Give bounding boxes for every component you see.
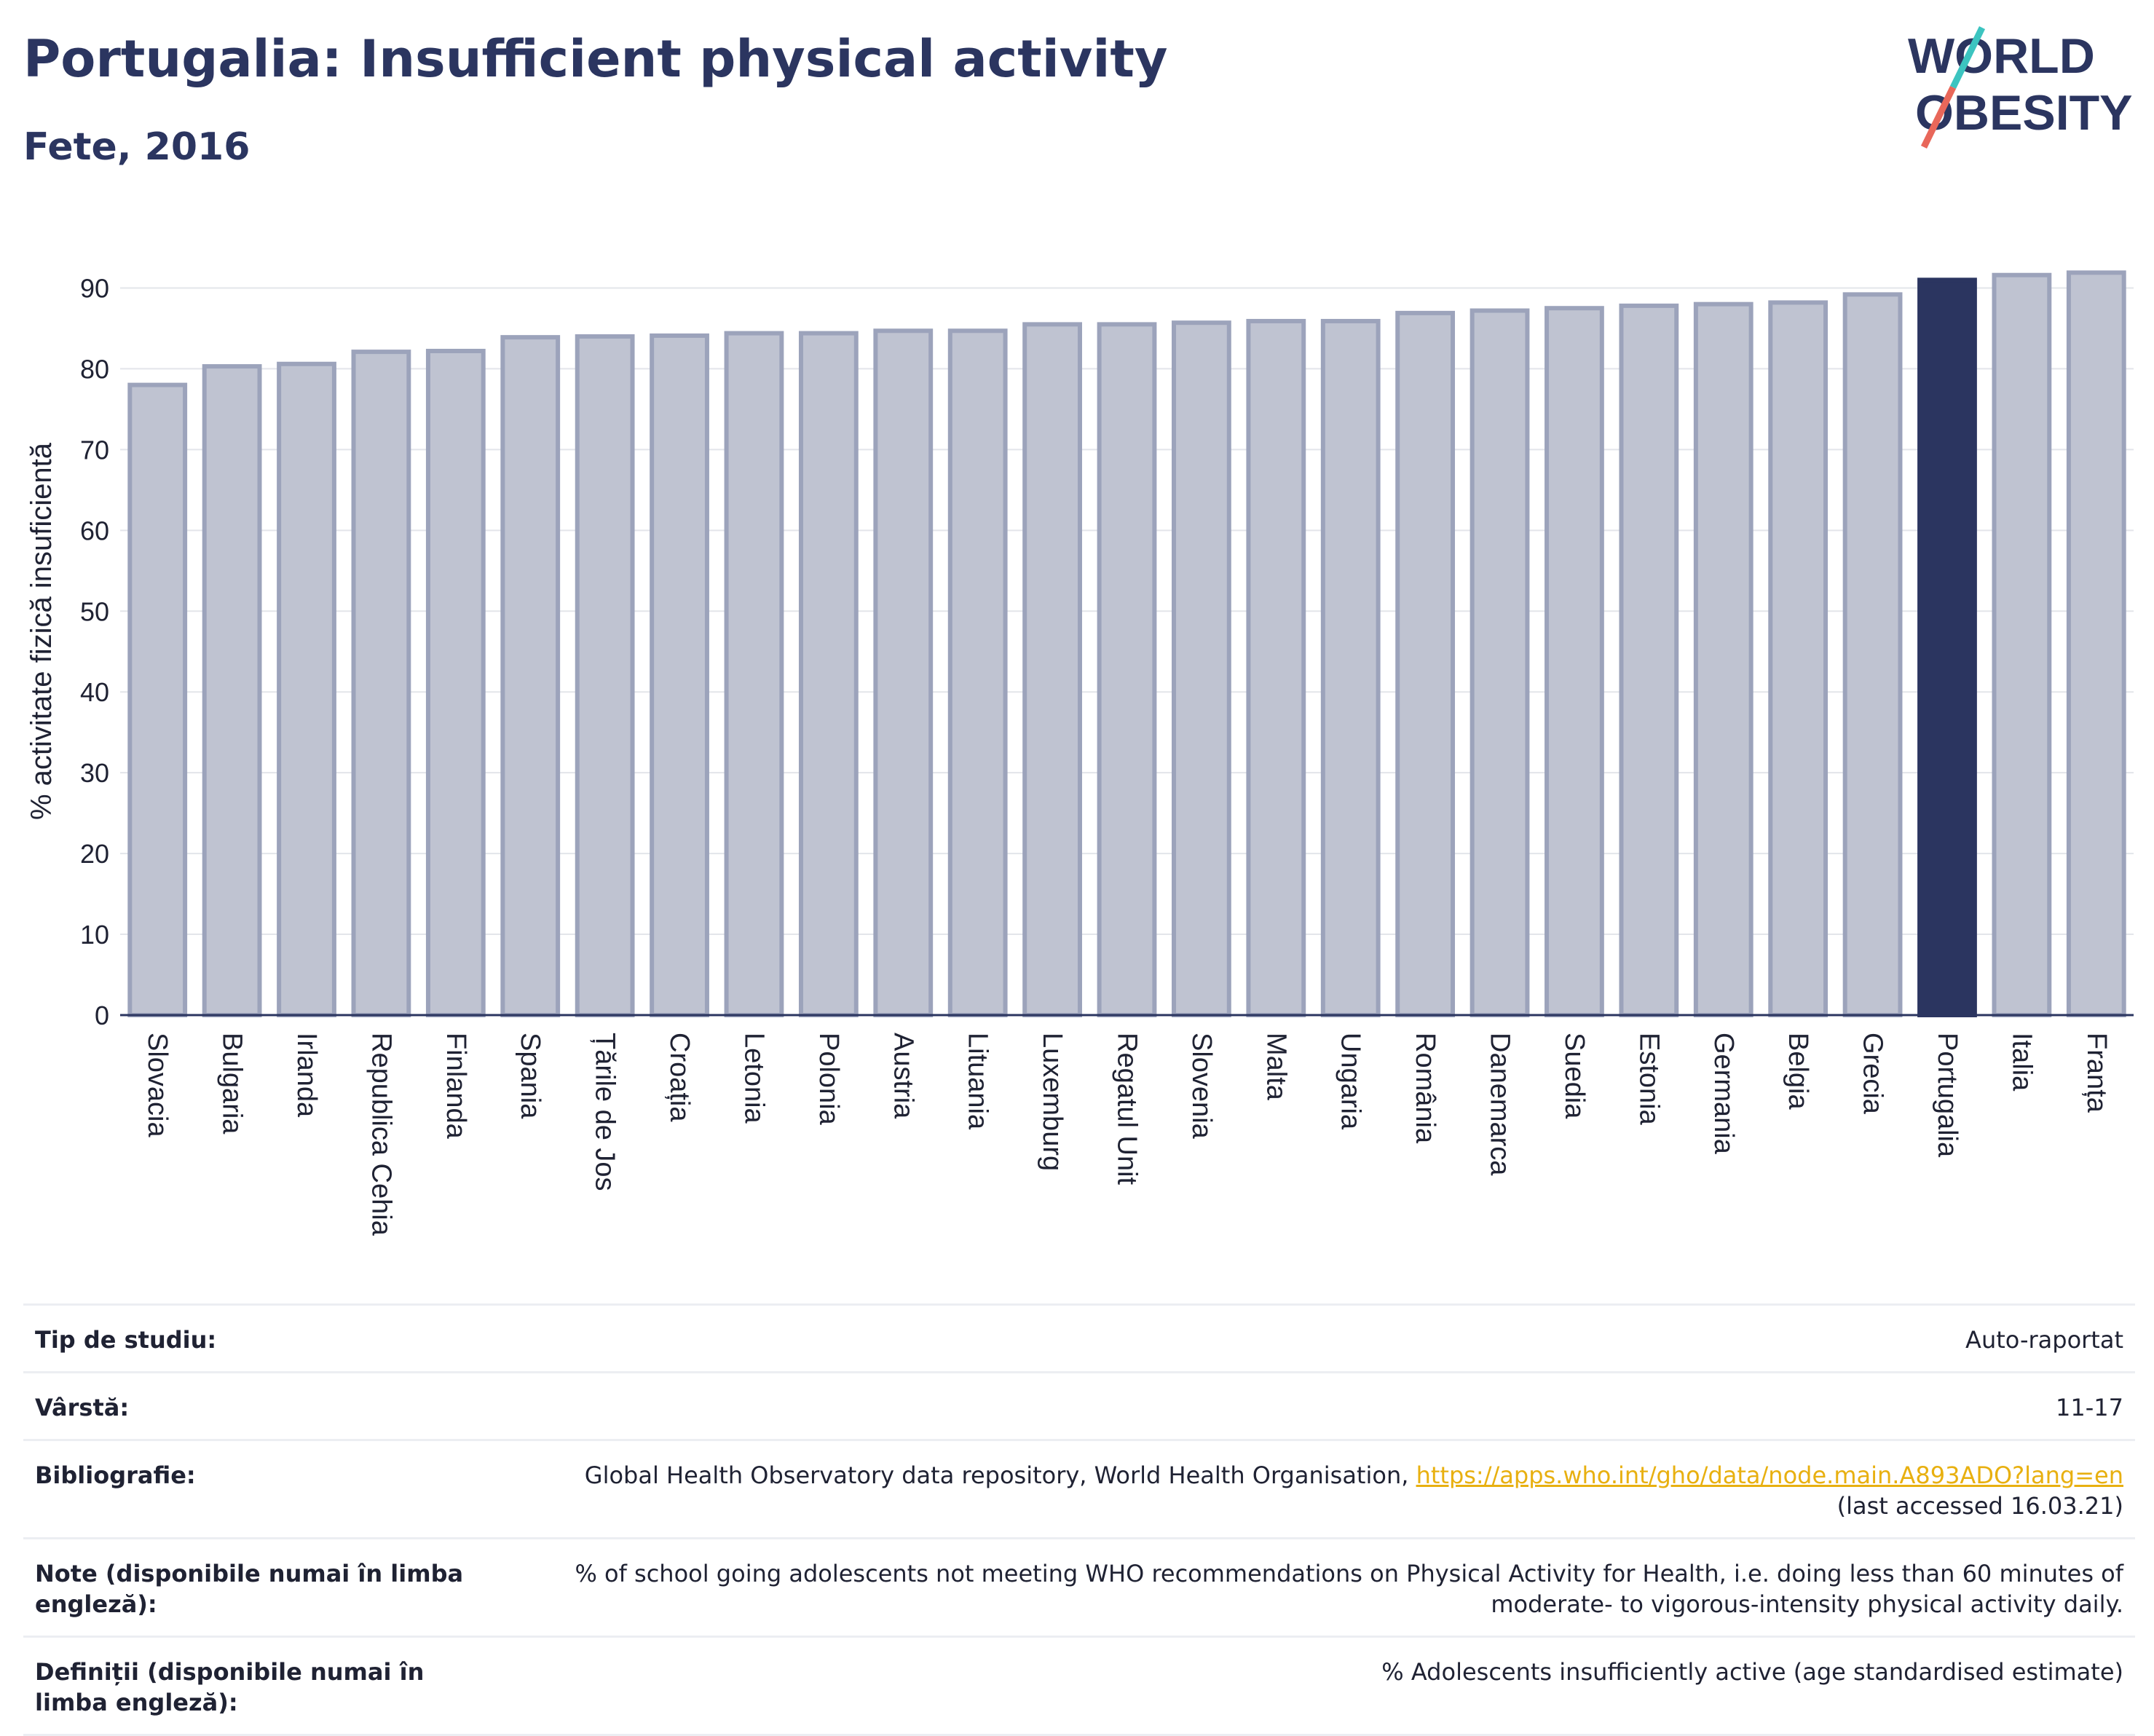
world-obesity-logo: WORLD OBESITY bbox=[1908, 26, 2133, 149]
bar-estonia bbox=[1619, 303, 1679, 1018]
y-axis-label: % activitate fizică insuficientă bbox=[25, 442, 58, 820]
x-tick-label: Polonia bbox=[813, 1033, 844, 1126]
y-tick-label: 60 bbox=[80, 516, 109, 545]
x-tick-label: Croația bbox=[664, 1033, 695, 1122]
bar-danemarca bbox=[1469, 308, 1530, 1017]
x-tick-label: Lituania bbox=[963, 1033, 993, 1130]
x-tick-label: Malta bbox=[1261, 1033, 1291, 1101]
y-tick-label: 40 bbox=[80, 677, 109, 707]
bar-franța bbox=[2066, 270, 2126, 1017]
info-row-age: Vârstă: 11-17 bbox=[23, 1371, 2135, 1439]
info-value: Global Health Observatory data repositor… bbox=[585, 1460, 2123, 1521]
x-tick-label: Estonia bbox=[1633, 1033, 1664, 1126]
info-table: Tip de studiu: Auto-raportat Vârstă: 11-… bbox=[23, 1303, 2135, 1736]
info-row-study-type: Tip de studiu: Auto-raportat bbox=[23, 1303, 2135, 1371]
x-tick-label: Slovacia bbox=[142, 1033, 173, 1137]
y-tick-label: 90 bbox=[80, 273, 109, 303]
bar-portugalia bbox=[1917, 277, 1977, 1017]
bar-chart: 0 10 20 30 40 50 60 70 80 90 Slovacia Bulgaria Irla… bbox=[25, 270, 2134, 1236]
y-tick-label: 30 bbox=[80, 758, 109, 788]
bar-spania bbox=[500, 335, 561, 1018]
bar-țările-de-jos bbox=[575, 334, 635, 1017]
bar-croația bbox=[650, 333, 709, 1017]
info-value: % Adolescents insufficiently active (age… bbox=[1381, 1658, 2123, 1686]
bibliography-link[interactable]: https://apps.who.int/gho/data/node.main.… bbox=[1416, 1461, 2123, 1489]
bar-grecia bbox=[1842, 292, 1903, 1017]
bar-republica-cehia bbox=[351, 350, 411, 1017]
y-tick-label: 50 bbox=[80, 596, 109, 626]
info-row-bibliography: Bibliografie: Global Health Observatory … bbox=[23, 1439, 2135, 1537]
bibliography-text: Global Health Observatory data repositor… bbox=[584, 1461, 1416, 1489]
bar-luxemburg bbox=[1022, 322, 1082, 1017]
bar-letonia bbox=[724, 331, 784, 1018]
bar-germania bbox=[1693, 301, 1753, 1017]
info-value: 11-17 bbox=[2056, 1394, 2123, 1421]
bar-suedia bbox=[1545, 306, 1604, 1018]
x-tick-label: Grecia bbox=[1858, 1033, 1888, 1115]
bar-irlanda bbox=[277, 361, 336, 1017]
x-tick-label: Ungaria bbox=[1336, 1033, 1366, 1130]
x-tick-label: Suedia bbox=[1559, 1033, 1590, 1119]
bar-austria bbox=[873, 328, 934, 1017]
bar-slovenia bbox=[1172, 320, 1231, 1018]
y-tick-label: 10 bbox=[80, 920, 109, 950]
y-tick-labels: 0 10 20 30 40 50 60 70 80 90 bbox=[80, 273, 109, 1030]
bar-belgia bbox=[1768, 300, 1828, 1017]
x-tick-label: Bulgaria bbox=[217, 1033, 248, 1135]
x-tick-label: Letonia bbox=[738, 1033, 769, 1124]
info-value: Auto-raportat bbox=[1965, 1326, 2123, 1354]
info-label: Tip de studiu: bbox=[35, 1326, 217, 1354]
chart-title: Portugalia: Insufficient physical activi… bbox=[23, 29, 1168, 89]
chart-subtitle: Fete, 2016 bbox=[23, 125, 250, 169]
logo-slash-red bbox=[1920, 86, 1957, 149]
info-label: Note (disponibile numai în limba engleză… bbox=[35, 1560, 464, 1618]
bar-italia bbox=[1992, 272, 2052, 1017]
info-label: Vârstă: bbox=[35, 1394, 130, 1421]
info-label: Definiții (disponibile numai în limba en… bbox=[35, 1658, 425, 1716]
x-tick-label: Republica Cehia bbox=[366, 1033, 396, 1236]
bars bbox=[127, 270, 2126, 1018]
x-tick-label: Regatul Unit bbox=[1112, 1033, 1143, 1185]
x-tick-label: Franța bbox=[2081, 1033, 2112, 1113]
bibliography-access-note: (last accessed 16.03.21) bbox=[1837, 1492, 2123, 1520]
notes-line-1: % of school going adolescents not meetin… bbox=[575, 1560, 2123, 1587]
x-tick-label: Belgia bbox=[1783, 1033, 1813, 1110]
x-tick-label: România bbox=[1410, 1033, 1440, 1144]
x-tick-label: Slovenia bbox=[1186, 1033, 1217, 1140]
logo-slash-teal bbox=[1949, 26, 1986, 89]
bar-românia bbox=[1395, 310, 1456, 1017]
bar-finlanda bbox=[425, 349, 486, 1017]
y-tick-label: 0 bbox=[95, 1001, 109, 1030]
info-row-definitions: Definiții (disponibile numai în limba en… bbox=[23, 1636, 2135, 1736]
bar-slovacia bbox=[127, 382, 188, 1017]
y-tick-label: 80 bbox=[80, 354, 109, 384]
x-tick-label: Spania bbox=[515, 1033, 545, 1119]
bar-bulgaria bbox=[202, 364, 262, 1017]
x-tick-label: Portugalia bbox=[1932, 1033, 1962, 1158]
x-tick-label: Austria bbox=[888, 1033, 918, 1119]
x-tick-label: Germania bbox=[1708, 1033, 1739, 1155]
y-tick-label: 70 bbox=[80, 435, 109, 465]
bar-ungaria bbox=[1320, 318, 1381, 1017]
x-tick-label: Irlanda bbox=[291, 1033, 322, 1118]
x-tick-labels: Slovacia Bulgaria Irlanda Republica Cehia Fi… bbox=[142, 1033, 2112, 1236]
bar-malta bbox=[1246, 318, 1306, 1017]
info-row-notes: Note (disponibile numai în limba engleză… bbox=[23, 1537, 2135, 1636]
x-tick-label: Luxemburg bbox=[1037, 1033, 1068, 1171]
y-tick-label: 20 bbox=[80, 839, 109, 869]
x-tick-label: Țările de Jos bbox=[590, 1033, 620, 1191]
x-tick-label: Italia bbox=[2006, 1033, 2037, 1092]
bar-regatul-unit bbox=[1097, 322, 1157, 1017]
logo-word-world: WORLD bbox=[1908, 28, 2095, 84]
bar-polonia bbox=[798, 331, 859, 1018]
info-value: % of school going adolescents not meetin… bbox=[575, 1558, 2123, 1619]
bar-lituania bbox=[947, 328, 1008, 1017]
x-tick-label: Finlanda bbox=[441, 1033, 471, 1140]
x-tick-label: Danemarca bbox=[1485, 1033, 1515, 1176]
notes-line-2: moderate- to vigorous-intensity physical… bbox=[1491, 1590, 2123, 1618]
info-label: Bibliografie: bbox=[35, 1461, 196, 1489]
